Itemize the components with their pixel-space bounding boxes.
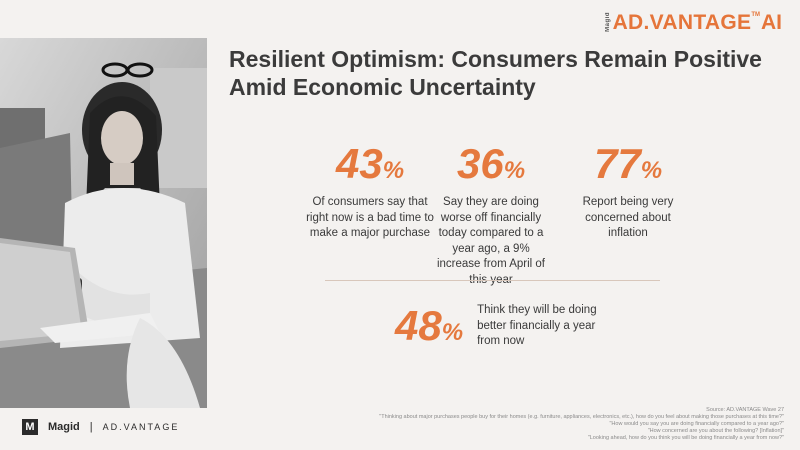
stat-description: Think they will be doing better financia… <box>477 304 597 347</box>
stat-card-4: 48% Think they will be doing better fina… <box>395 303 617 350</box>
source-line: "How would you say you are doing financi… <box>609 421 784 427</box>
section-divider <box>325 280 660 281</box>
stat-card-3: 77% Report being very concerned about in… <box>568 143 688 242</box>
source-line: "Thinking about major purchases people b… <box>379 414 784 420</box>
source-line: "Looking ahead, how do you think you wil… <box>587 435 784 441</box>
slide-title: Resilient Optimism: Consumers Remain Pos… <box>229 46 762 100</box>
logo-name: AD.VANTAGE <box>612 11 752 34</box>
stat-figure: 43% <box>305 143 435 185</box>
stat-figure: 77% <box>568 143 688 185</box>
stat-description: Report being very concerned about inflat… <box>582 196 674 239</box>
stat-figure: 36% <box>430 143 552 185</box>
stat-value: 48 <box>395 302 442 350</box>
stat-value: 43 <box>335 140 383 187</box>
footer-separator: | <box>89 421 93 433</box>
woman-photo <box>0 38 207 408</box>
logo-suffix: AI <box>761 11 782 34</box>
stat-unit: % <box>640 157 663 184</box>
source-line: Source: AD.VANTAGE Wave 27 <box>706 407 784 413</box>
stat-card-1: 43% Of consumers say that right now is a… <box>305 143 435 242</box>
source-notes: Source: AD.VANTAGE Wave 27 "Thinking abo… <box>264 407 784 442</box>
photo-illustration <box>0 38 207 408</box>
magid-name: Magid <box>48 421 80 433</box>
logo-prefix: Magid <box>604 12 611 32</box>
stat-value: 36 <box>456 140 504 187</box>
logo-tm: TM <box>751 12 760 18</box>
stat-description: Say they are doing worse off financially… <box>436 196 545 286</box>
stat-description: Of consumers say that right now is a bad… <box>306 196 434 239</box>
stat-unit: % <box>503 157 526 184</box>
footer-brand: M Magid | AD.VANTAGE <box>22 419 179 435</box>
stat-figure: 48% <box>395 305 463 347</box>
source-line: "How concerned are you about the followi… <box>647 428 784 434</box>
magid-mark: M <box>22 419 38 435</box>
stat-unit: % <box>382 157 405 184</box>
stat-unit: % <box>441 319 464 347</box>
footer-product: AD.VANTAGE <box>102 422 180 432</box>
stat-value: 77 <box>593 140 641 187</box>
stat-card-2: 36% Say they are doing worse off financi… <box>430 143 552 288</box>
brand-logo: Magid AD.VANTAGE TM AI <box>605 12 782 33</box>
